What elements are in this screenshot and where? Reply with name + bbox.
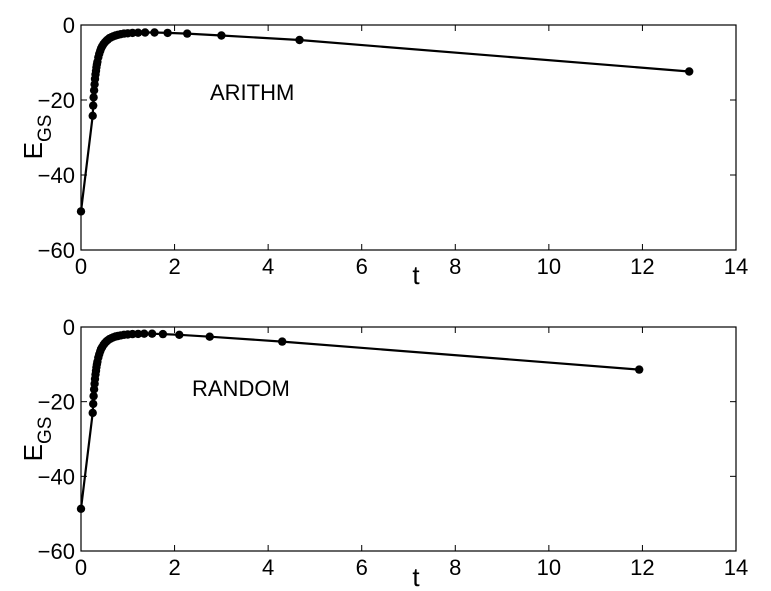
x-axis-label: t xyxy=(412,562,420,591)
data-point xyxy=(89,86,99,95)
data-point xyxy=(140,329,149,338)
data-point xyxy=(183,29,192,38)
data-point xyxy=(89,101,98,110)
data-point xyxy=(205,332,214,341)
y-tick-label: 0 xyxy=(63,315,75,340)
x-tick-label: 10 xyxy=(537,254,561,279)
data-point xyxy=(89,93,98,102)
panel-arithm: 0 2 4 6 8 10 12 14 −60 −40 −20 0 ARITHM t EGS xyxy=(18,13,748,290)
x-tick-label: 12 xyxy=(630,555,654,580)
x-tick-label: 6 xyxy=(356,254,368,279)
x-tick-label: 8 xyxy=(449,254,461,279)
data-point xyxy=(175,330,184,339)
data-point xyxy=(685,67,694,76)
data-point xyxy=(278,337,287,346)
x-tick-label: 6 xyxy=(356,555,368,580)
panel-random: 0 2 4 6 8 10 12 14 −60 −40 −20 0 RANDOM t EGS xyxy=(18,315,748,591)
x-tick-label: 4 xyxy=(262,555,274,580)
y-axis-label: EGS xyxy=(18,417,56,462)
x-tick-label: 12 xyxy=(630,254,654,279)
data-point xyxy=(158,329,168,339)
y-axis-label: EGS xyxy=(18,115,56,160)
data-point xyxy=(217,31,226,40)
data-point xyxy=(635,365,644,374)
data-point xyxy=(88,408,97,418)
data-point xyxy=(133,28,143,37)
data-point xyxy=(76,207,86,216)
x-tick-label: 4 xyxy=(262,254,274,279)
x-tick-label: 10 xyxy=(537,555,561,580)
data-point xyxy=(295,35,304,45)
axes-box xyxy=(80,326,737,552)
data-point xyxy=(150,28,159,37)
y-axis-label-main: E xyxy=(18,142,48,159)
y-tick-label: −40 xyxy=(38,464,75,489)
y-tick-label: −40 xyxy=(38,163,75,188)
data-point xyxy=(147,329,157,338)
annotation: RANDOM xyxy=(192,376,290,401)
axes-box xyxy=(80,24,737,251)
x-tick-label: 0 xyxy=(75,555,87,580)
x-tick-label: 8 xyxy=(449,555,461,580)
series-line xyxy=(79,31,690,212)
data-point xyxy=(163,28,172,38)
y-tick-label: −60 xyxy=(38,238,75,263)
x-tick-label: 14 xyxy=(724,555,748,580)
x-axis-label: t xyxy=(412,260,420,290)
data-point xyxy=(76,504,86,513)
x-tick-label: 2 xyxy=(168,254,180,279)
x-tick-label: 14 xyxy=(724,254,748,279)
y-axis-label-subscript: GS xyxy=(35,115,56,142)
y-tick-label: −20 xyxy=(38,390,75,415)
y-axis-label-main: E xyxy=(18,444,48,461)
data-point xyxy=(140,28,150,37)
x-tick-label: 2 xyxy=(168,555,180,580)
y-tick-label: −60 xyxy=(38,539,75,564)
data-point xyxy=(133,329,143,339)
data-point xyxy=(88,111,97,121)
y-axis-label-subscript: GS xyxy=(35,417,56,444)
data-point xyxy=(89,399,98,409)
annotation: ARITHM xyxy=(210,80,294,105)
series-line xyxy=(79,332,640,509)
x-tick-label: 0 xyxy=(75,254,87,279)
y-tick-label: −20 xyxy=(38,88,75,113)
data-point xyxy=(89,391,98,401)
y-tick-label: 0 xyxy=(63,13,75,38)
